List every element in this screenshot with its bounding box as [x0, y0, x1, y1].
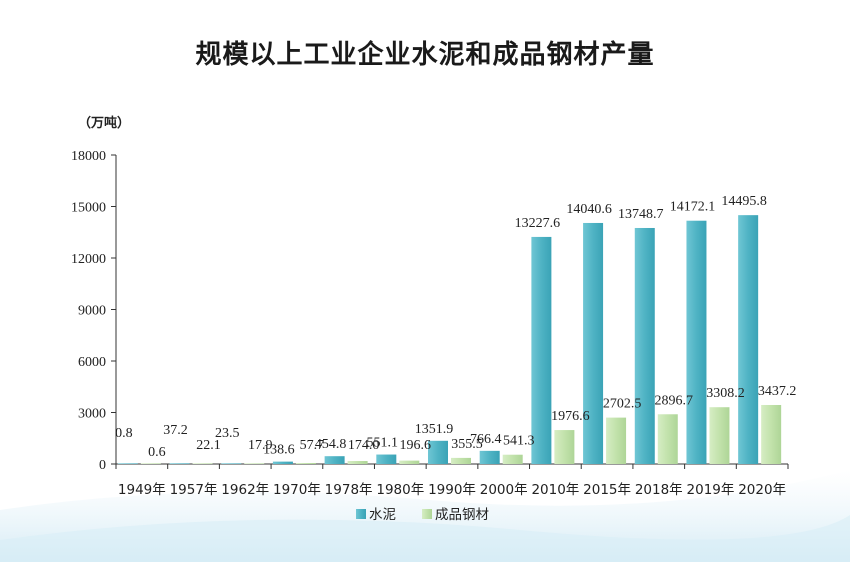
data-label-cement: 766.4	[470, 432, 502, 447]
bar-cement	[583, 222, 604, 464]
data-label-cement: 454.8	[315, 437, 347, 452]
bar-steel	[399, 460, 420, 464]
bar-cement	[376, 454, 397, 464]
bar-cement	[117, 463, 138, 464]
legend-label-steel: 成品钢材	[435, 507, 489, 523]
legend-swatch-cement	[356, 509, 366, 519]
data-label-steel: 3437.2	[758, 384, 797, 399]
data-label-steel: 174.0	[348, 438, 380, 453]
bar-steel	[295, 463, 316, 464]
x-tick-label: 1949年	[118, 482, 166, 498]
bar-cement	[428, 440, 448, 464]
x-tick-label: 2000年	[480, 482, 528, 498]
x-tick-label: 1970年	[273, 482, 321, 498]
data-label-cement: 0.8	[115, 426, 133, 441]
y-axis: 0 3000 6000 9000 12000 15000 18000	[71, 149, 117, 473]
x-tick-label: 1978年	[325, 482, 373, 498]
bar-steel	[761, 404, 782, 464]
y-tick-label: 3000	[78, 407, 106, 422]
bar-steel	[657, 414, 678, 464]
y-tick-label: 15000	[71, 201, 106, 216]
data-label-cement: 13748.7	[618, 207, 664, 222]
data-label-cement: 14495.8	[721, 194, 767, 209]
bars	[117, 215, 782, 464]
bar-steel	[244, 463, 265, 464]
bar-steel	[709, 407, 730, 464]
legend-swatch-steel	[422, 509, 432, 519]
x-tick-label: 1990年	[428, 482, 476, 498]
data-label-cement: 14040.6	[566, 202, 612, 217]
data-label-steel: 541.3	[503, 434, 535, 449]
legend-label-cement: 水泥	[369, 507, 396, 523]
bar-cement	[738, 215, 759, 464]
data-label-steel: 0.6	[148, 445, 166, 460]
x-tick-label: 2018年	[635, 482, 683, 498]
data-label-steel: 196.6	[400, 438, 432, 453]
data-label-steel: 355.5	[451, 437, 483, 452]
data-label-cement: 138.6	[263, 443, 295, 458]
bar-cement	[169, 463, 190, 464]
data-label-cement: 23.5	[215, 426, 240, 441]
bar-steel	[192, 463, 213, 464]
data-label-steel: 17.9	[248, 438, 273, 453]
x-tick-label: 2020年	[738, 482, 786, 498]
data-label-cement: 14172.1	[670, 200, 716, 215]
data-labels: 0.8 37.2 23.5 138.6 454.8 551.1 1351.9 766.4 132…	[115, 194, 796, 460]
y-tick-label: 6000	[78, 355, 106, 370]
y-tick-label: 12000	[71, 252, 106, 267]
x-tick-label: 1957年	[170, 482, 218, 498]
bar-cement	[272, 461, 293, 464]
bar-steel	[140, 463, 161, 464]
x-tick-label: 1962年	[221, 482, 269, 498]
x-tick-label: 2010年	[531, 482, 579, 498]
y-tick-label: 9000	[78, 304, 106, 319]
bar-cement	[686, 220, 707, 464]
bar-steel	[451, 457, 471, 464]
x-tick-label: 1980年	[376, 482, 424, 498]
x-tick-label: 2019年	[687, 482, 735, 498]
data-label-steel: 57.7	[300, 438, 325, 453]
bar-steel	[502, 454, 523, 464]
bar-cement	[324, 456, 345, 464]
y-tick-label: 18000	[71, 149, 106, 164]
data-label-cement: 551.1	[367, 436, 399, 451]
data-label-steel: 22.1	[196, 438, 221, 453]
data-label-cement: 37.2	[163, 423, 188, 438]
bar-steel	[347, 461, 368, 464]
legend: 水泥 成品钢材	[356, 507, 489, 523]
data-label-cement: 13227.6	[515, 216, 561, 231]
data-label-steel: 2702.5	[603, 397, 642, 412]
decorative-wave-2	[0, 515, 850, 562]
bar-cement	[479, 450, 500, 464]
bar-cement	[221, 463, 242, 464]
x-tick-label: 2015年	[583, 482, 631, 498]
bar-cement	[634, 227, 655, 464]
data-label-steel: 3308.2	[706, 386, 745, 401]
unit-label: （万吨）	[78, 115, 130, 131]
bar-steel	[606, 417, 627, 464]
y-tick-label: 0	[99, 458, 106, 473]
data-label-steel: 1976.6	[551, 409, 590, 424]
x-axis: 1949年 1957年 1962年 1970年 1978年 1980年 1990年 2000年…	[115, 463, 789, 498]
bar-steel	[554, 430, 575, 464]
chart-title: 规模以上工业企业水泥和成品钢材产量	[195, 40, 655, 70]
bar-cement	[531, 236, 552, 464]
data-label-cement: 1351.9	[415, 422, 454, 437]
data-label-steel: 2896.7	[655, 393, 694, 408]
